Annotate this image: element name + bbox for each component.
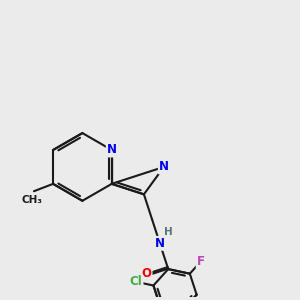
Text: Cl: Cl: [130, 275, 142, 288]
Text: H: H: [164, 227, 173, 237]
Text: O: O: [142, 268, 152, 281]
Text: CH₃: CH₃: [21, 195, 42, 205]
Text: N: N: [155, 237, 165, 250]
Text: F: F: [197, 255, 205, 268]
Text: N: N: [159, 160, 169, 173]
Text: N: N: [107, 143, 117, 157]
